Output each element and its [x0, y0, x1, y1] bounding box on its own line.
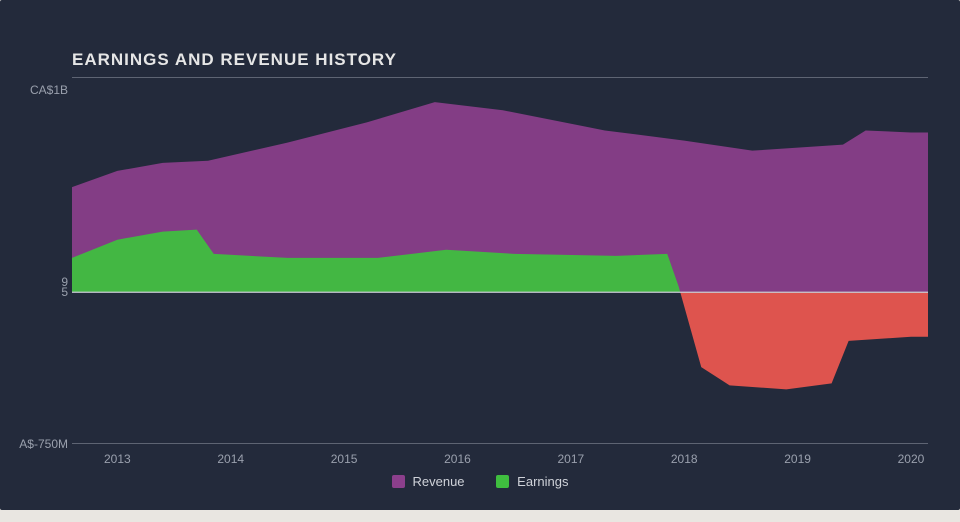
x-tick-label: 2014 — [201, 452, 261, 466]
legend: Revenue Earnings — [0, 474, 960, 491]
x-tick-label: 2015 — [314, 452, 374, 466]
swatch-earnings — [496, 475, 509, 488]
legend-item-earnings: Earnings — [496, 474, 568, 489]
x-tick-label: 2019 — [768, 452, 828, 466]
y-tick-label: CA$1B — [0, 83, 68, 97]
x-tick-label: 2013 — [87, 452, 147, 466]
x-tick-label: 2018 — [654, 452, 714, 466]
legend-label-revenue: Revenue — [413, 474, 465, 489]
area-chart-svg — [72, 90, 928, 444]
title-rule — [72, 77, 928, 78]
x-tick-label: 2016 — [427, 452, 487, 466]
y-tick-label: 5 — [0, 285, 68, 299]
y-tick-label: A$-750M — [0, 437, 68, 451]
plot-area — [72, 90, 928, 444]
x-tick-label: 2017 — [541, 452, 601, 466]
x-tick-label: 2020 — [881, 452, 941, 466]
chart-title: EARNINGS AND REVENUE HISTORY — [72, 50, 397, 70]
legend-item-revenue: Revenue — [392, 474, 465, 489]
swatch-revenue — [392, 475, 405, 488]
legend-label-earnings: Earnings — [517, 474, 568, 489]
chart-card: EARNINGS AND REVENUE HISTORY CA$1B95A$-7… — [0, 0, 960, 510]
